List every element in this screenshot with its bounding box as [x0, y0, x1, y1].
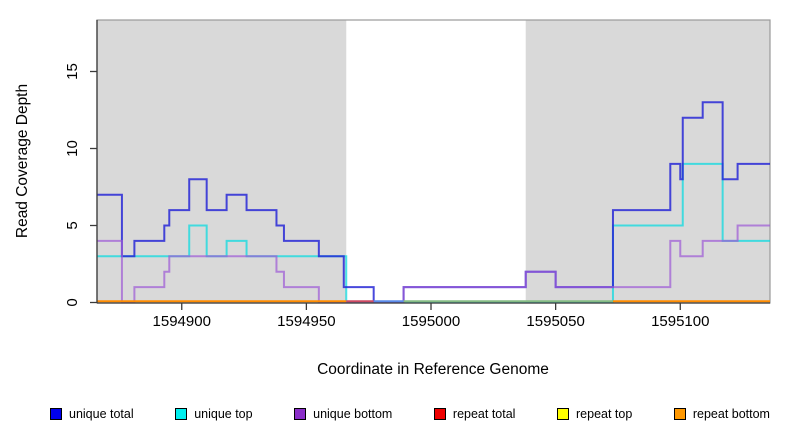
legend-swatch-unique-top [175, 408, 188, 420]
x-axis-label: Coordinate in Reference Genome [317, 361, 549, 378]
legend-item-repeat-bottom: repeat bottom [673, 407, 770, 421]
y-tick-label: 0 [64, 298, 81, 306]
legend-swatch-repeat-total [433, 408, 446, 420]
shaded-region [525, 20, 770, 303]
series-unique-total [97, 101, 770, 304]
legend-item-repeat-total: repeat total [433, 407, 516, 421]
legend-swatch-unique-bottom [294, 408, 307, 420]
y-axis-label: Read Coverage Depth [14, 84, 31, 238]
x-tick-label: 1594950 [277, 313, 335, 330]
x-tick-label: 1595000 [402, 313, 460, 330]
legend-label: repeat top [576, 407, 633, 421]
legend-swatch-repeat-top [557, 408, 569, 420]
shaded-region [97, 20, 347, 303]
legend-label: unique bottom [313, 407, 393, 421]
legend-item-unique-top: unique top [175, 407, 253, 421]
legend-item-unique-total: unique total [50, 407, 134, 421]
x-tick-label: 1595100 [651, 313, 709, 330]
x-tick-label: 1594900 [153, 313, 211, 330]
legend-label: unique total [69, 407, 134, 421]
y-tick-label: 15 [64, 63, 81, 80]
legend-item-unique-bottom: unique bottom [294, 407, 392, 421]
y-tick-label: 10 [64, 140, 81, 157]
legend-swatch-repeat-bottom [673, 408, 686, 420]
x-tick-label: 1595050 [526, 313, 584, 330]
series-unique-top [97, 162, 770, 304]
legend-swatch-unique-total [50, 408, 62, 420]
legend: unique total unique top unique bottom repea… [50, 401, 770, 427]
legend-item-repeat-top: repeat top [557, 407, 632, 421]
legend-label: repeat bottom [692, 407, 770, 421]
legend-label: unique top [194, 407, 253, 421]
legend-label: repeat total [452, 407, 516, 421]
y-tick-label: 5 [64, 221, 81, 229]
